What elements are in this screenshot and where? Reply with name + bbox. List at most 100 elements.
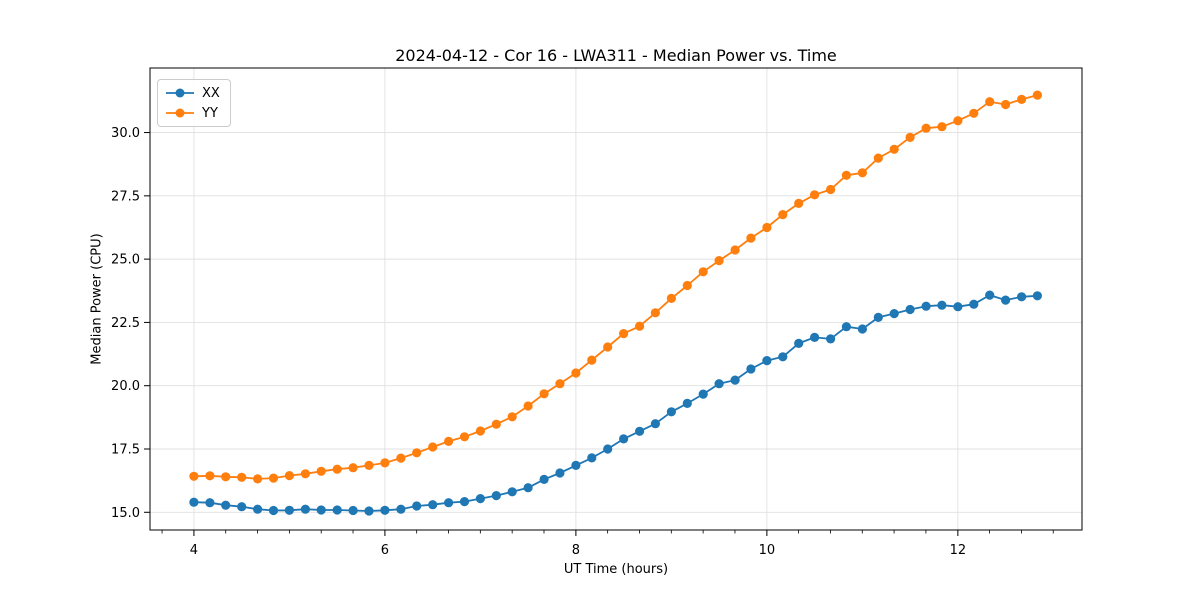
data-point-xx: [221, 500, 231, 510]
data-point-yy: [953, 116, 963, 126]
data-point-xx: [539, 474, 549, 484]
data-point-yy: [619, 329, 629, 339]
data-point-xx: [730, 375, 740, 385]
axes-spines: [149, 67, 1083, 531]
data-point-yy: [698, 267, 708, 277]
data-point-yy: [746, 233, 756, 243]
data-point-yy: [237, 472, 247, 482]
data-point-xx: [714, 379, 724, 389]
data-point-yy: [491, 419, 501, 429]
data-point-xx: [348, 505, 358, 516]
data-point-xx: [587, 453, 597, 463]
data-point-yy: [937, 122, 947, 132]
data-point-yy: [826, 184, 836, 195]
data-point-xx: [937, 300, 947, 310]
data-point-xx: [762, 356, 772, 366]
data-point-xx: [905, 304, 915, 315]
data-point-xx: [1017, 292, 1027, 302]
data-point-yy: [841, 170, 852, 180]
series-line-xx: [193, 294, 1038, 512]
data-point-yy: [889, 144, 899, 154]
x-tick-label: 4: [190, 543, 198, 558]
y-tick-label: 20.0: [111, 379, 140, 394]
series-line-yy: [193, 94, 1038, 480]
data-point-xx: [826, 334, 836, 344]
data-point-xx: [237, 502, 247, 512]
data-point-xx: [428, 500, 438, 510]
data-point-yy: [205, 471, 215, 481]
data-point-yy: [221, 472, 231, 482]
data-point-xx: [778, 352, 788, 362]
data-point-yy: [268, 473, 279, 483]
data-point-yy: [316, 466, 326, 476]
data-point-xx: [1001, 295, 1011, 305]
data-point-yy: [507, 412, 517, 422]
data-point-yy: [300, 469, 310, 479]
data-point-yy: [857, 168, 868, 178]
legend-entry-yy: YY: [165, 104, 220, 122]
data-point-yy: [475, 426, 485, 436]
y-tick-label: 22.5: [111, 316, 140, 331]
data-point-yy: [380, 458, 390, 468]
data-point-xx: [253, 504, 263, 514]
data-point-xx: [523, 483, 533, 493]
data-point-xx: [985, 290, 995, 300]
data-point-xx: [396, 504, 406, 514]
data-point-xx: [794, 338, 804, 348]
data-point-yy: [444, 436, 454, 446]
data-point-xx: [666, 407, 677, 417]
data-point-yy: [794, 198, 804, 208]
data-point-yy: [555, 379, 565, 389]
data-point-xx: [841, 322, 852, 332]
data-point-xx: [444, 498, 454, 508]
data-point-yy: [587, 355, 597, 365]
data-point-xx: [857, 324, 868, 334]
data-point-xx: [205, 498, 215, 508]
x-tick-label: 8: [572, 543, 580, 558]
data-point-yy: [571, 368, 581, 378]
legend-line-marker-icon: [166, 88, 194, 98]
data-point-xx: [873, 312, 883, 322]
data-point-yy: [1032, 90, 1042, 100]
data-point-yy: [332, 464, 342, 474]
y-tick-label: 15.0: [111, 506, 140, 521]
data-point-xx: [475, 494, 485, 504]
data-point-xx: [284, 505, 294, 515]
data-point-yy: [1001, 99, 1011, 110]
legend-label: XX: [202, 85, 220, 101]
data-point-yy: [428, 442, 438, 452]
data-point-xx: [364, 506, 374, 516]
data-point-xx: [507, 487, 517, 497]
data-point-yy: [364, 460, 374, 470]
legend-entry-xx: XX: [165, 84, 220, 102]
data-point-xx: [698, 389, 708, 399]
data-point-yy: [635, 321, 645, 331]
y-tick-label: 17.5: [111, 442, 140, 457]
data-point-yy: [284, 471, 294, 481]
data-point-xx: [571, 460, 581, 470]
data-point-yy: [730, 245, 740, 255]
data-point-yy: [348, 463, 358, 473]
data-point-yy: [969, 108, 979, 118]
data-point-yy: [714, 256, 724, 266]
data-point-xx: [810, 332, 820, 342]
data-point-yy: [189, 471, 199, 481]
data-point-xx: [1032, 291, 1042, 301]
x-axis-label: UT Time (hours): [563, 562, 669, 577]
data-point-xx: [300, 504, 310, 514]
y-tick-label: 27.5: [111, 189, 140, 204]
data-point-yy: [253, 474, 263, 484]
data-point-yy: [873, 153, 883, 163]
legend-line-marker-icon: [166, 108, 194, 118]
data-point-yy: [603, 342, 613, 352]
data-point-yy: [539, 389, 549, 399]
data-point-yy: [921, 123, 931, 133]
legend: XX YY: [157, 79, 231, 127]
data-point-xx: [555, 468, 565, 478]
x-tick-label: 10: [759, 543, 776, 558]
data-point-xx: [189, 497, 199, 507]
y-axis-label: Median Power (CPU): [89, 233, 105, 365]
x-tick-label: 6: [381, 543, 389, 558]
